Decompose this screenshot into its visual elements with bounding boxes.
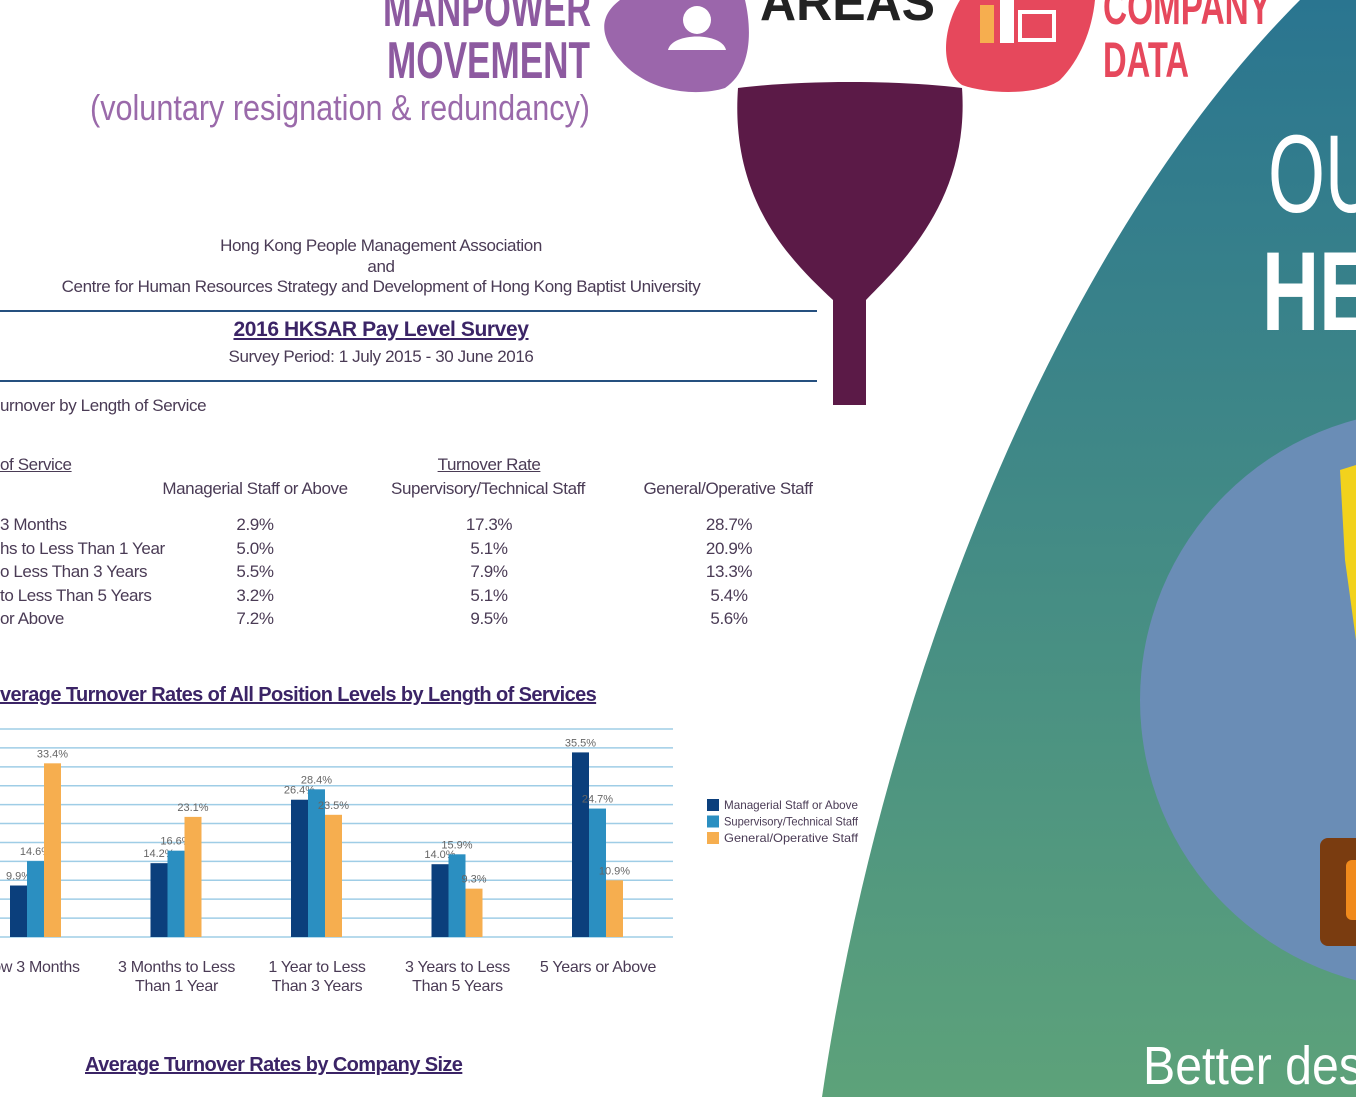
value-label: 28.4%	[301, 774, 332, 786]
row-label: or Above	[0, 609, 64, 629]
survey-title: 2016 HKSAR Pay Level Survey	[233, 318, 528, 342]
cell: 5.1%	[470, 539, 507, 559]
row-label: to Less Than 5 Years	[0, 586, 151, 606]
value-label: 33.4%	[37, 748, 68, 760]
column-header: General/Operative Staff	[643, 479, 812, 499]
chart: 9.9%14.2%26.4%14.0%35.5%14.6%16.6%28.4%1…	[0, 720, 900, 1020]
legend-swatch	[707, 832, 719, 844]
cell: 3.2%	[236, 586, 273, 606]
cell: 5.5%	[236, 562, 273, 582]
subtitle: (voluntary resignation & redundancy)	[90, 87, 590, 128]
bar	[325, 815, 342, 937]
survey-period: Survey Period: 1 July 2015 - 30 June 201…	[229, 347, 534, 367]
bar	[10, 886, 27, 937]
row-label: hs to Less Than 1 Year	[0, 539, 165, 559]
icon	[1000, 0, 1014, 43]
cell: 5.0%	[236, 539, 273, 559]
cell: 5.6%	[710, 609, 747, 629]
column-header: Managerial Staff or Above	[162, 479, 347, 499]
bar	[291, 800, 308, 937]
company-label: DATA	[1103, 32, 1189, 88]
side-icon	[1346, 860, 1356, 920]
table-header: Turnover Rate	[438, 455, 541, 475]
cell: 13.3%	[706, 562, 752, 582]
bar	[606, 880, 623, 937]
row-label: o Less Than 3 Years	[0, 562, 147, 582]
bar	[449, 854, 466, 937]
cell: 28.7%	[706, 515, 752, 535]
cell: 2.9%	[236, 515, 273, 535]
section-title: urnover by Length of Service	[0, 396, 206, 416]
column-header: Supervisory/Technical Staff	[391, 479, 585, 499]
chart-title: verage Turnover Rates of All Position Le…	[0, 684, 596, 707]
legend-label: Supervisory/Technical Staff	[724, 815, 859, 829]
icon	[683, 6, 711, 34]
side-title: OU	[1268, 113, 1356, 236]
bar	[432, 864, 449, 937]
bar	[151, 863, 168, 937]
cell: 9.5%	[470, 609, 507, 629]
side-footer: Better des	[1143, 1036, 1356, 1096]
side-title: HE	[1262, 229, 1356, 354]
section-title: Average Turnover Rates by Company Size	[85, 1054, 462, 1077]
cell: 5.1%	[470, 586, 507, 606]
bar	[185, 817, 202, 937]
title: MOVEMENT	[387, 32, 590, 90]
company-label: COMPANY	[1103, 0, 1271, 35]
cell: 17.3%	[466, 515, 512, 535]
cell: 20.9%	[706, 539, 752, 559]
areas-label: AREAS	[760, 0, 935, 32]
org-name: and	[367, 257, 394, 277]
legend-swatch	[707, 799, 719, 811]
bar	[168, 851, 185, 937]
org-name: Centre for Human Resources Strategy and …	[62, 277, 701, 297]
value-label: 10.9%	[599, 865, 630, 877]
funnel	[737, 82, 962, 405]
icon	[980, 5, 994, 43]
bar	[466, 889, 483, 937]
legend-label: Managerial Staff or Above	[724, 798, 858, 812]
cell: 7.9%	[470, 562, 507, 582]
org-name: Hong Kong People Management Association	[220, 236, 542, 256]
value-label: 23.1%	[177, 802, 208, 814]
bar	[44, 763, 61, 937]
value-label: 9.3%	[461, 874, 486, 886]
value-label: 24.7%	[582, 794, 613, 806]
value-label: 15.9%	[441, 839, 472, 851]
cell: 7.2%	[236, 609, 273, 629]
value-label: 35.5%	[565, 737, 596, 749]
table-header: of Service	[0, 455, 72, 475]
cell: 5.4%	[710, 586, 747, 606]
value-label: 23.5%	[318, 800, 349, 812]
legend-label: General/Operative Staff	[724, 831, 859, 845]
bar	[572, 752, 589, 937]
row-label: 3 Months	[0, 515, 67, 535]
legend-swatch	[707, 816, 719, 828]
page: MANPOWER MOVEMENT (voluntary resignation…	[0, 0, 1356, 1097]
bar	[27, 861, 44, 937]
